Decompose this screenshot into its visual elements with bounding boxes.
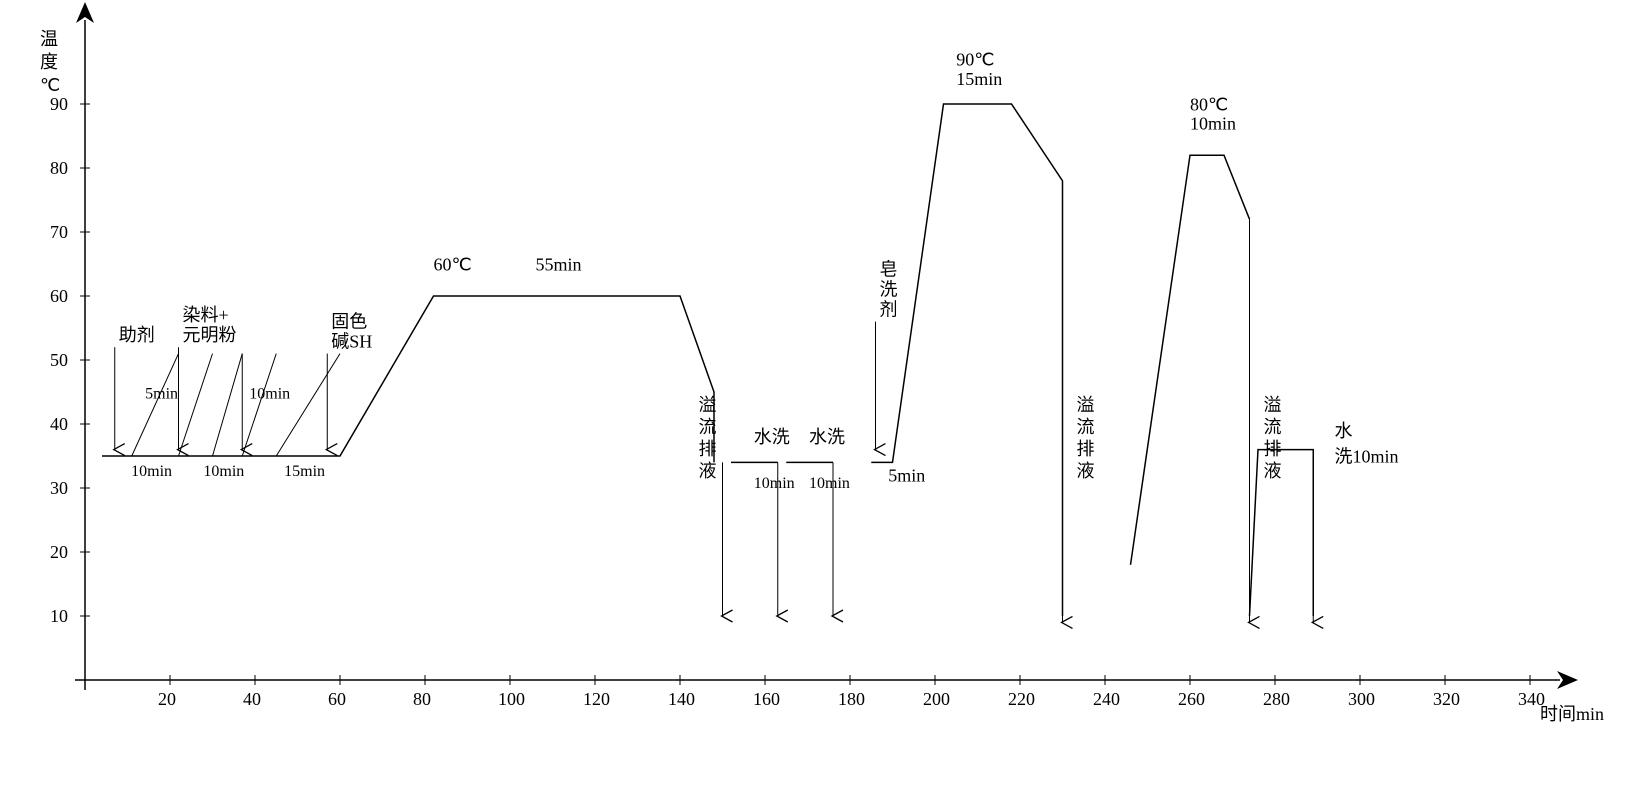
float-label: 55min — [536, 254, 582, 274]
cycle-label: 10min — [131, 463, 172, 480]
x-tick-label: 80 — [413, 689, 431, 709]
x-tick-label: 40 — [243, 689, 261, 709]
drain-label: 流 — [699, 417, 717, 437]
x-tick-label: 320 — [1433, 689, 1460, 709]
y-tick-label: 70 — [50, 222, 68, 242]
drain-label: 水洗 — [809, 427, 845, 447]
x-tick-label: 240 — [1093, 689, 1120, 709]
y-tick-label: 80 — [50, 158, 68, 178]
x-tick-label: 180 — [838, 689, 865, 709]
x-tick-label: 200 — [923, 689, 950, 709]
x-tick-label: 160 — [753, 689, 780, 709]
addition-label: 剂 — [880, 300, 898, 320]
addition-label: 元明粉 — [183, 325, 237, 345]
y-tick-label: 10 — [50, 606, 68, 626]
drain-below: 10min — [809, 475, 850, 492]
addition-label: 洗 — [880, 280, 898, 300]
x-tick-label: 100 — [498, 689, 525, 709]
cycle-slash — [213, 354, 243, 456]
addition-arrows: 助剂 染料+元明粉 固色碱SH 皂洗剂 — [115, 260, 898, 450]
y-tick-label: 50 — [50, 350, 68, 370]
y-axis-unit: ℃ — [40, 75, 60, 95]
y-tick-label: 30 — [50, 478, 68, 498]
drain-label: 液 — [1077, 461, 1095, 481]
y-axis-label-1: 温 — [40, 29, 58, 49]
cycle-slash — [132, 354, 179, 456]
float-label: 15min — [956, 69, 1002, 89]
x-tick-label: 300 — [1348, 689, 1375, 709]
y-tick-label: 90 — [50, 94, 68, 114]
addition-label: 助剂 — [119, 325, 155, 345]
drain-label: 排 — [699, 439, 717, 459]
float-label: 5min — [888, 466, 925, 486]
float-label: 60℃ — [434, 254, 472, 274]
x-tick-label: 340 — [1518, 689, 1545, 709]
float-label: 10min — [1190, 114, 1236, 134]
process-curve — [102, 104, 1313, 616]
x-tick-label: 120 — [583, 689, 610, 709]
x-tick-label: 140 — [668, 689, 695, 709]
addition-label: 染料+ — [183, 305, 229, 325]
float-label: 水 — [1335, 421, 1353, 441]
addition-label: 皂 — [880, 260, 898, 280]
y-ticks: 10 20 30 40 50 60 70 80 90 — [50, 94, 90, 626]
cycle-label: 15min — [284, 463, 325, 480]
drain-label: 溢 — [699, 395, 717, 415]
y-tick-label: 60 — [50, 286, 68, 306]
curve-segment — [871, 104, 1062, 616]
x-tick-label: 60 — [328, 689, 346, 709]
x-tick-label: 20 — [158, 689, 176, 709]
floating-labels: 60℃ 55min 90℃15min 80℃10min 5min 水洗10min — [434, 50, 1399, 486]
addition-label: 固色 — [331, 312, 367, 332]
drain-label: 排 — [1264, 439, 1282, 459]
drain-arrows: 溢流排液水洗10min水洗10min溢流排液溢流排液 — [699, 181, 1314, 623]
float-label: 80℃ — [1190, 94, 1228, 114]
drain-label: 水洗 — [754, 427, 790, 447]
cycle-label: 10min — [203, 463, 244, 480]
drain-label: 溢 — [1264, 395, 1282, 415]
drain-label: 溢 — [1077, 395, 1095, 415]
float-label: 洗10min — [1335, 446, 1399, 466]
x-tick-label: 280 — [1263, 689, 1290, 709]
drain-label: 液 — [1264, 461, 1282, 481]
y-tick-label: 40 — [50, 414, 68, 434]
drain-label: 流 — [1077, 417, 1095, 437]
cycle-label: 5min — [145, 385, 178, 402]
cycle-slash — [179, 354, 213, 456]
y-tick-label: 20 — [50, 542, 68, 562]
x-tick-label: 220 — [1008, 689, 1035, 709]
x-axis-label: 时间min — [1540, 704, 1604, 724]
x-tick-label: 260 — [1178, 689, 1205, 709]
drain-label: 流 — [1264, 417, 1282, 437]
y-axis-label-2: 度 — [40, 52, 58, 72]
cycle-label: 10min — [249, 385, 290, 402]
addition-label: 碱SH — [331, 332, 372, 352]
float-label: 90℃ — [956, 50, 994, 70]
drain-label: 排 — [1077, 439, 1095, 459]
cycle-slash — [276, 354, 340, 456]
cycle-slash — [242, 354, 276, 456]
return-slashes: 10min 5min 10min 10min 15min — [131, 354, 340, 480]
drain-below: 10min — [754, 475, 795, 492]
drain-label: 液 — [699, 461, 717, 481]
curve-segment — [1131, 155, 1250, 565]
